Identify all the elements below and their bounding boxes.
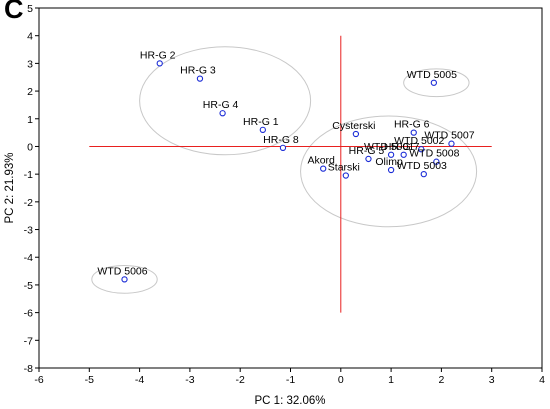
x-tick-label: 1 — [388, 374, 394, 386]
data-point-label: WTD 5003 — [397, 160, 447, 172]
y-tick-label: -2 — [24, 197, 33, 209]
data-point — [156, 60, 163, 67]
group-ellipse — [91, 265, 158, 294]
y-tick-label: -8 — [24, 363, 33, 375]
data-point-label: WTD 5005 — [407, 69, 457, 81]
y-tick-label: 1 — [27, 114, 33, 126]
data-point-label: Starski — [328, 162, 360, 174]
data-points: HR-G 2 HR-G 3 HR-G 4 HR-G 1 HR-G 8 WTD 5005 WT… — [97, 49, 475, 283]
data-point — [430, 79, 438, 86]
plot-frame — [38, 7, 543, 369]
origin-crosshair — [89, 35, 492, 313]
data-point-label: WTD 5002 — [394, 135, 444, 147]
data-point — [418, 146, 425, 153]
data-point-label: HR-G 8 — [263, 134, 299, 146]
group-ellipses — [91, 46, 478, 294]
x-tick-label: -4 — [135, 374, 144, 386]
y-tick-label: 3 — [27, 58, 33, 70]
x-tick-label: -1 — [286, 374, 295, 386]
panel-letter: C — [4, 0, 24, 24]
data-point-label: WTD 5001 — [364, 141, 414, 153]
x-tick-label: -5 — [85, 374, 94, 386]
data-point — [279, 144, 287, 151]
y-tick-label: 4 — [27, 31, 33, 43]
x-tick-label: -6 — [34, 374, 43, 386]
x-axis-label: PC 1: 32.06% — [255, 395, 326, 407]
x-tick-label: 0 — [338, 374, 344, 386]
data-point — [387, 166, 395, 174]
y-tick-label: -6 — [24, 308, 33, 320]
data-point-label: HR-G 6 — [394, 119, 430, 131]
y-tick-label: -7 — [24, 335, 33, 347]
data-point-label: Olimp — [375, 156, 403, 168]
x-tick-label: -2 — [236, 374, 245, 386]
y-tick-label: -5 — [24, 280, 33, 292]
data-point — [121, 276, 128, 283]
data-point-label: WTD 5007 — [424, 130, 474, 142]
data-point — [320, 165, 327, 172]
x-tick-label: 2 — [438, 374, 444, 386]
data-point — [219, 110, 226, 117]
data-point — [420, 171, 427, 178]
data-point — [387, 151, 395, 158]
data-point — [352, 130, 360, 138]
data-point — [448, 140, 455, 147]
y-tick-label: -3 — [24, 225, 33, 237]
y-axis-label: PC 2: 21.93% — [4, 153, 16, 224]
data-point — [196, 75, 204, 82]
data-point-label: HR-G 4 — [203, 99, 239, 111]
group-ellipse — [139, 46, 312, 156]
x-tick-label: 3 — [489, 374, 495, 386]
data-point-label: HR-G 5 — [349, 145, 385, 157]
data-point-label: WTD 5006 — [97, 265, 147, 277]
y-tick-label: 0 — [27, 141, 33, 153]
data-point-label: HR-G 1 — [243, 116, 279, 128]
data-point-label: Cysterski — [332, 120, 375, 132]
y-tick-label: 5 — [27, 3, 33, 15]
y-tick-label: -4 — [24, 252, 33, 264]
data-point — [400, 151, 407, 158]
axis-ticks: -6 -5 -4 -3 -2 -1 0 1 2 3 4 -8 -7 -6 -5 -4 -3 -2 -1 0 1 2 3 4 5 — [24, 3, 545, 386]
data-point-label: Akord — [307, 155, 335, 167]
data-point-label: HR-G 3 — [180, 65, 216, 77]
group-ellipse — [403, 68, 470, 98]
data-point — [342, 172, 349, 179]
data-point-label: WTD 5008 — [409, 148, 459, 160]
data-point — [433, 158, 440, 165]
data-point — [410, 129, 417, 136]
y-tick-label: 2 — [27, 86, 33, 98]
x-tick-label: 4 — [539, 374, 545, 386]
data-point — [259, 126, 266, 133]
y-tick-label: -1 — [24, 169, 33, 181]
x-tick-label: -3 — [185, 374, 194, 386]
data-point-label: HR-G 7 — [384, 141, 420, 153]
group-ellipse — [300, 115, 478, 228]
data-point-label: HR-G 2 — [140, 49, 176, 61]
data-point — [365, 155, 372, 163]
